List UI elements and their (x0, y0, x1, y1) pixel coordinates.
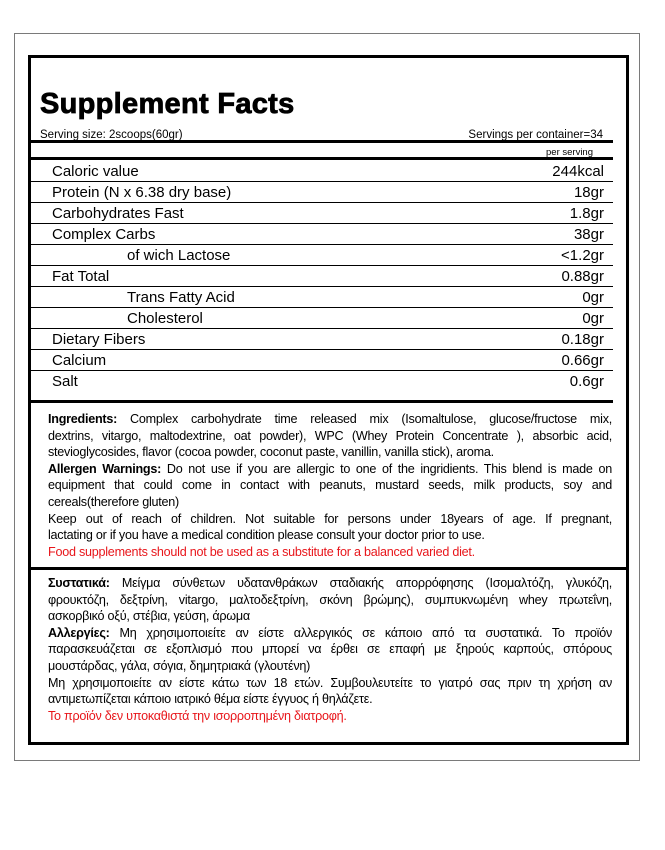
text-line: Keep out of reach of children. Not suita… (48, 511, 612, 528)
nutrient-name: Dietary Fibers (52, 331, 146, 348)
text: Μη χρησιμοποιείτε αν είστε αλλεργικός σε… (109, 625, 612, 640)
nutrient-value: 1.8gr (569, 205, 604, 222)
serving-size: Serving size: 2scoops(60gr) (40, 129, 183, 141)
nutrient-name: Complex Carbs (52, 226, 156, 243)
section-label: Αλλεργίες: (48, 625, 110, 640)
text-line: Συστατικά: Μείγμα σύνθετων υδατανθράκων … (48, 575, 612, 592)
text-line: Μη χρησιμοποιείτε αν είστε κάτω των 18 ε… (48, 675, 612, 692)
nutrient-name: Caloric value (52, 163, 139, 180)
text-line: lactating or if you have a medical condi… (48, 527, 612, 544)
text-line: ασκορβικό οξύ, στέβια, γεύση, άρωμα (48, 608, 612, 625)
english-info: Ingredients: Complex carbohydrate time r… (48, 411, 612, 560)
nutrient-value: 0.6gr (569, 373, 604, 390)
divider (31, 567, 626, 570)
nutrient-value: <1.2gr (561, 247, 604, 264)
nutrient-name: Carbohydrates Fast (52, 205, 184, 222)
text-line: αντιμετωπίζεται κάποιο ιατρικό θέμα είστ… (48, 691, 612, 708)
nutrient-row: Complex Carbs 38gr (31, 224, 613, 245)
text-line: μουστάρδας, γάλα, σόγια, δημητριακά (γλο… (48, 658, 612, 675)
section-label: Allergen Warnings: (48, 461, 162, 476)
nutrient-name: Fat Total (52, 268, 110, 285)
serving-info: Serving size: 2scoops(60gr) Servings per… (40, 129, 603, 141)
nutrient-name: Cholesterol (127, 310, 203, 327)
red-notice: Το προϊόν δεν υποκαθιστά την ισορροπημέν… (48, 708, 347, 723)
nutrient-value: 0gr (582, 310, 604, 327)
text-line: stevioglycosides, flavor (cocoa powder, … (48, 444, 612, 461)
label-title: Supplement Facts (40, 88, 295, 121)
text: stevioglycosides, flavor (cocoa powder, … (48, 445, 494, 460)
nutrient-row: of wich Lactose <1.2gr (31, 245, 613, 266)
text: dextrins, vitargo, maltodextrine, oat po… (48, 428, 612, 443)
nutrient-value: 244kcal (552, 163, 604, 180)
text: φρουκτόζη, δεξτρίνη, vitargo, μαλτοδεξτρ… (48, 592, 612, 607)
text: Complex carbohydrate time released mix (… (117, 412, 612, 426)
supplement-facts-label: Supplement Facts Serving size: 2scoops(6… (28, 55, 629, 745)
text-line: Αλλεργίες: Μη χρησιμοποιείτε αν είστε αλ… (48, 625, 612, 642)
text: lactating or if you have a medical condi… (48, 528, 485, 543)
nutrient-row: Fat Total 0.88gr (31, 266, 613, 287)
nutrient-name: Salt (52, 373, 78, 390)
text: αντιμετωπίζεται κάποιο ιατρικό θέμα είστ… (48, 692, 373, 707)
text-line: Allergen Warnings: Do not use if you are… (48, 461, 612, 478)
greek-info: Συστατικά: Μείγμα σύνθετων υδατανθράκων … (48, 575, 612, 724)
section-label: Ingredients: (48, 412, 118, 426)
text: Keep out of reach of children. Not suita… (48, 511, 612, 526)
nutrient-row: Carbohydrates Fast 1.8gr (31, 203, 613, 224)
nutrient-table: Caloric value 244kcal Protein (N x 6.38 dr… (31, 161, 613, 391)
nutrient-value: 0gr (582, 289, 604, 306)
text-line: equipment that could come in contact wit… (48, 477, 612, 494)
nutrient-row: Dietary Fibers 0.18gr (31, 329, 613, 350)
nutrient-name: of wich Lactose (127, 247, 231, 264)
red-notice: Food supplements should not be used as a… (48, 544, 475, 559)
nutrient-value: 18gr (573, 184, 604, 201)
nutrient-row: Salt 0.6gr (31, 371, 613, 391)
text: Μη χρησιμοποιείτε αν είστε κάτω των 18 ε… (48, 675, 612, 690)
nutrient-value: 0.18gr (561, 331, 604, 348)
text: μουστάρδας, γάλα, σόγια, δημητριακά (γλο… (48, 658, 311, 673)
text: Μείγμα σύνθετων υδατανθράκων σταδιακής α… (109, 576, 612, 590)
divider (31, 157, 613, 160)
divider (31, 140, 613, 143)
nutrient-name: Calcium (52, 352, 107, 369)
nutrient-name: Protein (N x 6.38 dry base) (52, 184, 232, 201)
nutrient-row: Calcium 0.66gr (31, 350, 613, 371)
servings-per-container: Servings per container=34 (468, 129, 603, 141)
nutrient-name: Trans Fatty Acid (127, 289, 235, 306)
per-serving-header: per serving (546, 147, 593, 158)
text-line: φρουκτόζη, δεξτρίνη, vitargo, μαλτοδεξτρ… (48, 592, 612, 609)
nutrient-row: Cholesterol 0gr (31, 308, 613, 329)
text-line: cereals(therefore gluten) (48, 494, 612, 511)
text: παρασκευάζεται σε εξοπλισμό που μπορεί ν… (48, 642, 612, 657)
text: cereals(therefore gluten) (48, 494, 179, 509)
text-line: Ingredients: Complex carbohydrate time r… (48, 411, 612, 428)
section-label: Συστατικά: (48, 576, 110, 590)
page-frame (14, 33, 640, 761)
text: ασκορβικό οξύ, στέβια, γεύση, άρωμα (48, 609, 250, 624)
nutrient-value: 0.66gr (561, 352, 604, 369)
divider (31, 400, 613, 403)
nutrient-row: Protein (N x 6.38 dry base) 18gr (31, 182, 613, 203)
text-line: παρασκευάζεται σε εξοπλισμό που μπορεί ν… (48, 641, 612, 658)
nutrient-value: 0.88gr (561, 268, 604, 285)
text: equipment that could come in contact wit… (48, 478, 612, 493)
nutrient-value: 38gr (573, 226, 604, 243)
text: Do not use if you are allergic to one of… (161, 461, 612, 476)
nutrient-row: Caloric value 244kcal (31, 161, 613, 182)
nutrient-row: Trans Fatty Acid 0gr (31, 287, 613, 308)
text-line: dextrins, vitargo, maltodextrine, oat po… (48, 428, 612, 445)
